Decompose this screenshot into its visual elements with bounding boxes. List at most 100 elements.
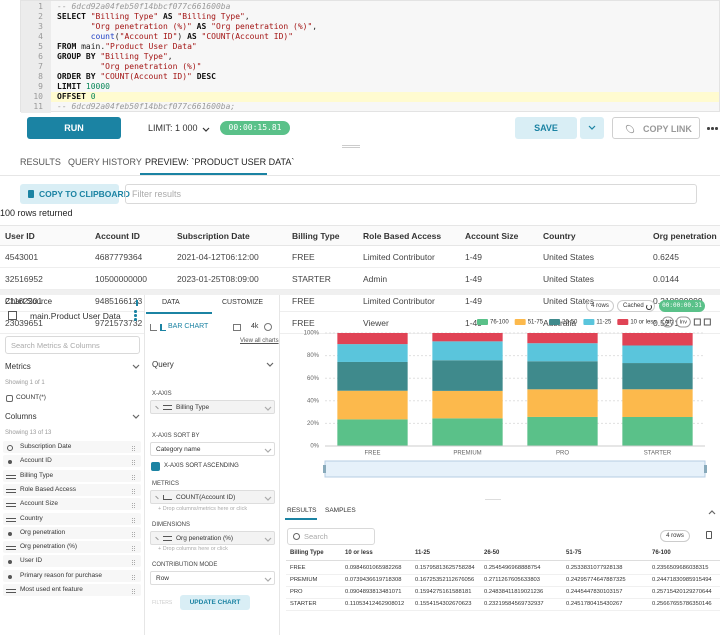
table-cell: 1-49 <box>465 252 483 262</box>
column-row-bg[interactable] <box>3 469 141 482</box>
line-number: 5 <box>38 42 43 51</box>
column-row-bg[interactable] <box>3 555 141 568</box>
result-column-header: 11-25 <box>415 550 431 556</box>
grid-icon[interactable] <box>233 324 241 331</box>
column-row-bg[interactable] <box>3 569 141 582</box>
result-cell: 0.15795813625758284 <box>415 565 475 571</box>
legend-control <box>661 316 674 328</box>
column-row-bg[interactable] <box>3 512 141 525</box>
control-label: X-AXIS <box>152 391 172 397</box>
bar-segment <box>337 344 408 362</box>
save-button[interactable]: SAVE <box>515 117 577 139</box>
copy-label: COPY TO CLIPBOARD <box>39 189 130 199</box>
column-row-bg[interactable] <box>3 541 141 554</box>
table-header-bg <box>0 225 720 246</box>
chevron-line <box>708 510 716 515</box>
table-cell: 1-49 <box>465 318 483 328</box>
resize-grip <box>485 499 501 501</box>
search-icon <box>293 533 300 540</box>
y-tick-label: 60% <box>307 376 320 382</box>
column-row-bg[interactable] <box>3 498 141 511</box>
y-tick-label: 80% <box>307 353 320 359</box>
drop-hint[interactable]: + Drop columns/metrics here or click <box>158 506 248 512</box>
dataset-name: main.Product User Data <box>30 311 121 321</box>
code-token: "Product User Data" <box>105 42 197 51</box>
more-dot <box>711 127 714 130</box>
code-line: FROM main."Product User Data" <box>57 42 197 52</box>
cached-pill[interactable]: Cached <box>617 300 655 312</box>
chart-type-bar[interactable]: BAR CHART <box>168 323 209 330</box>
table-cell: 0.0144 <box>653 274 679 284</box>
code-token: "Account ID" <box>119 32 178 41</box>
data-tab-underline <box>285 518 317 520</box>
result-cell: 0.25715420129270644 <box>652 589 712 595</box>
table-cell: 4687779364 <box>95 252 143 262</box>
control-tab[interactable]: DATA <box>162 299 180 306</box>
copy-clipboard-button[interactable]: COPY TO CLIPBOARD <box>20 184 130 204</box>
bar-segment <box>622 345 693 364</box>
code-token: , <box>244 12 250 21</box>
line-chart-icon[interactable] <box>150 324 157 331</box>
code-token: "COUNT(Account ID)" <box>201 32 294 41</box>
drop-hint[interactable]: + Drop columns here or click <box>158 546 228 552</box>
bar-segment <box>337 419 408 446</box>
column-row-bg[interactable] <box>3 584 141 596</box>
control-pill[interactable]: Billing Type <box>150 400 275 414</box>
control-tab[interactable]: CUSTOMIZE <box>222 299 264 306</box>
remove-icon <box>155 536 159 541</box>
source-search[interactable]: Search Metrics & Columns <box>5 336 140 354</box>
update-chart-button[interactable]: UPDATE CHART <box>180 595 250 610</box>
data-tab[interactable]: SAMPLES <box>325 507 356 514</box>
result-cell: PRO <box>290 589 303 595</box>
control-select[interactable]: Category name <box>150 442 275 456</box>
save-dropdown[interactable] <box>580 117 604 139</box>
copy-icon[interactable] <box>706 531 712 539</box>
result-cell: 0.16725352112676056 <box>415 577 475 583</box>
copy-link-button[interactable]: COPY LINK <box>612 117 700 139</box>
line-number: 11 <box>33 102 43 111</box>
chevron-line <box>264 448 272 453</box>
results-tab[interactable]: RESULTS <box>20 157 61 167</box>
view-all-link[interactable]: View all charts <box>240 338 279 344</box>
column-item: Primary reason for purchase <box>20 571 103 579</box>
control-select[interactable]: Row <box>150 571 275 585</box>
code-token: DESC <box>191 72 216 81</box>
run-button[interactable]: RUN <box>27 117 121 139</box>
cached-label: Cached <box>623 303 644 309</box>
results-tab[interactable]: QUERY HISTORY <box>68 157 142 167</box>
table-cell: 1-49 <box>465 274 483 284</box>
limit-dropdown[interactable]: LIMIT: 1 000 <box>148 123 198 133</box>
table-search[interactable]: Search <box>287 528 375 545</box>
code-token: OFFSET <box>57 92 91 101</box>
sql-editor: 1 -- 6dcd92a04feb50f14bbcf077c661600ba 2 SE… <box>20 0 720 113</box>
control-panel <box>145 295 280 635</box>
code-line: -- 6dcd92a04feb50f14bbcf077c661600ba <box>57 2 230 12</box>
bar-segment <box>337 361 408 391</box>
table-cell: Admin <box>363 274 388 284</box>
column-row-bg[interactable] <box>3 526 141 539</box>
line-number: 4 <box>38 32 43 41</box>
drag-handle <box>132 589 135 594</box>
data-tab[interactable]: RESULTS <box>287 507 317 514</box>
code-token: "COUNT(Account ID)" <box>100 72 192 81</box>
legend-label: 11-25 <box>596 320 612 326</box>
collapse-icon[interactable] <box>136 300 138 306</box>
column-row-bg[interactable] <box>3 483 141 496</box>
sort-checkbox[interactable] <box>151 462 160 471</box>
filter-input[interactable]: Filter results <box>125 184 697 204</box>
column-row-bg[interactable] <box>3 441 141 453</box>
more-dot[interactable] <box>707 127 710 130</box>
column-row-bg[interactable] <box>3 455 141 468</box>
zoom-handle <box>704 465 707 473</box>
table-cell: Limited Contributor <box>363 296 435 306</box>
control-value: Row <box>156 575 170 582</box>
number-icon <box>8 560 12 565</box>
legend-control-label: Inv <box>680 319 688 325</box>
zoom-slider <box>324 460 706 478</box>
bar-segment <box>527 333 598 344</box>
dataset-menu-dot[interactable] <box>134 310 137 313</box>
results-tab[interactable]: PREVIEW: `PRODUCT USER DATA` <box>145 157 295 167</box>
control-pill[interactable]: Org penetration (%) <box>150 531 275 545</box>
control-pill[interactable]: COUNT(Account ID) <box>150 490 275 504</box>
active-tab-underline <box>140 173 267 175</box>
